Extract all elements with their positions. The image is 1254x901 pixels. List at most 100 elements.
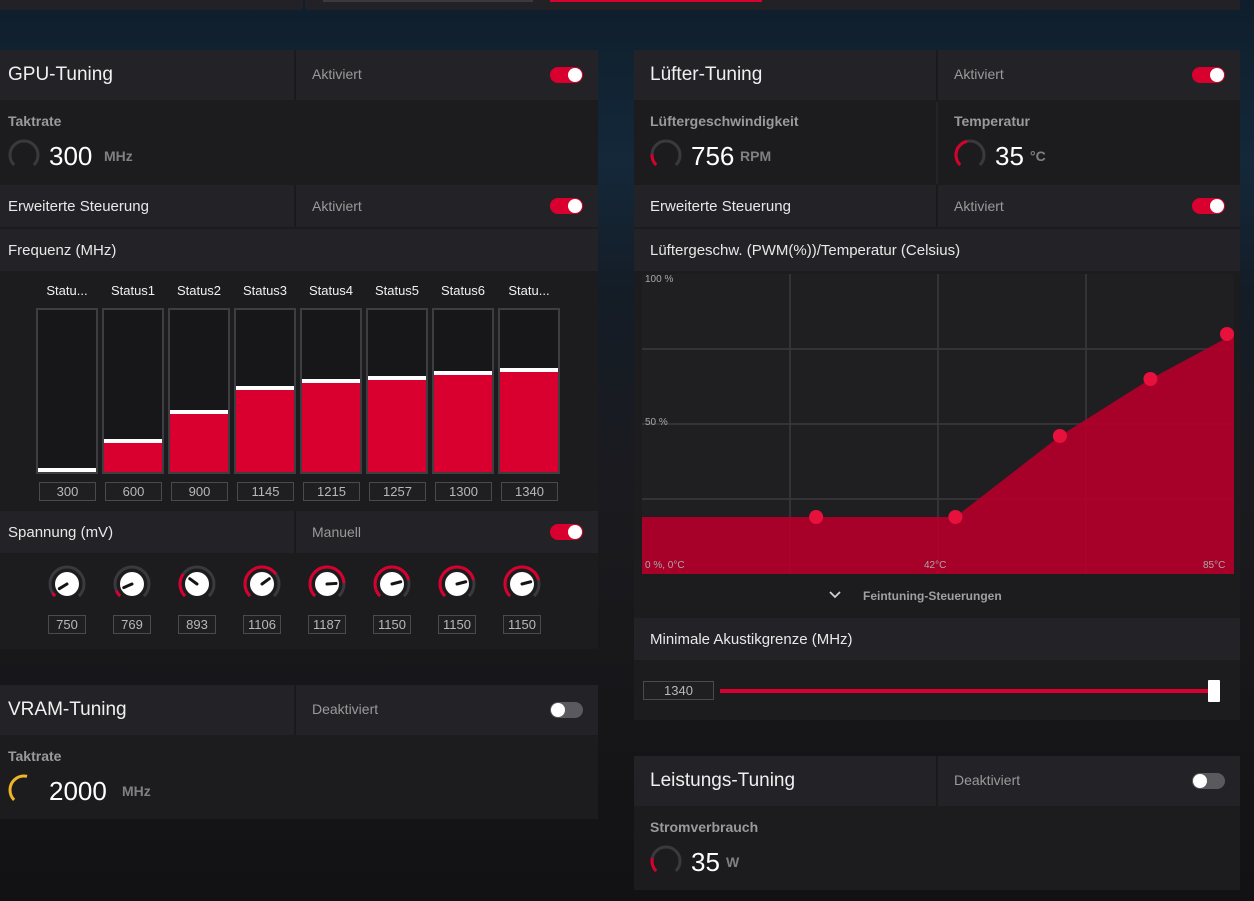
origin-label: 0 %, 0°C: [645, 560, 685, 571]
fan-speed-gauge-icon: [650, 139, 682, 171]
frequency-fill: [236, 387, 294, 472]
gpu-tuning-state: Aktiviert: [312, 66, 362, 82]
voltage-input[interactable]: 1187: [308, 615, 346, 634]
state-name: Statu...: [46, 283, 88, 298]
voltage-input[interactable]: 1150: [503, 615, 541, 634]
min-acoustic-slider[interactable]: [720, 680, 1220, 702]
frequency-handle[interactable]: [38, 468, 96, 472]
frequency-input[interactable]: 1145: [237, 482, 294, 501]
power-tuning-title: Leistungs-Tuning: [650, 770, 796, 791]
fan-curve-point[interactable]: [948, 510, 963, 524]
fan-curve-point[interactable]: [809, 510, 824, 524]
power-draw-unit: W: [726, 854, 740, 870]
gpu-tuning-toggle[interactable]: [550, 67, 583, 83]
fan-curve-label: Lüftergeschw. (PWM(%))/Temperatur (Celsi…: [650, 242, 961, 259]
frequency-input[interactable]: 900: [171, 482, 228, 501]
vram-clock-gauge-icon: [8, 774, 40, 806]
frequency-fill: [170, 412, 228, 472]
frequency-handle[interactable]: [104, 439, 162, 444]
voltage-input[interactable]: 769: [113, 615, 151, 634]
frequency-input[interactable]: 1340: [501, 482, 558, 501]
frequency-slider[interactable]: [300, 308, 362, 474]
row-divider: [294, 511, 296, 553]
voltage-input[interactable]: 1106: [243, 615, 281, 634]
gpu-clock-value: 300: [49, 141, 93, 171]
frequency-slider[interactable]: [36, 308, 98, 474]
frequency-slider[interactable]: [168, 308, 230, 474]
power-draw-value: 35: [691, 847, 720, 877]
frequency-handle[interactable]: [170, 410, 228, 415]
state-name: Status2: [176, 283, 222, 298]
gpu-voltage-toggle[interactable]: [550, 524, 583, 540]
row-divider: [936, 185, 938, 227]
min-acoustic-input[interactable]: 1340: [643, 681, 714, 700]
min-acoustic-row: Minimale Akustikgrenze (MHz): [634, 618, 1240, 660]
gpu-voltage-mode: Manuell: [312, 524, 362, 540]
power-tuning-toggle[interactable]: [1192, 773, 1225, 789]
frequency-fill: [104, 441, 162, 472]
frequency-slider[interactable]: [432, 308, 494, 474]
frequency-slider[interactable]: [234, 308, 296, 474]
fan-tuning-title: Lüfter-Tuning: [650, 64, 763, 85]
voltage-knob[interactable]: [437, 564, 477, 604]
fan-curve-svg[interactable]: [642, 274, 1234, 574]
frequency-handle[interactable]: [434, 371, 492, 376]
state-name: Status6: [440, 283, 486, 298]
state-name: Status4: [308, 283, 354, 298]
frequency-handle[interactable]: [500, 367, 558, 372]
state-name: Statu...: [508, 283, 550, 298]
gpu-advanced-toggle[interactable]: [550, 198, 583, 214]
voltage-knob[interactable]: [372, 564, 412, 604]
top-panel-right: [305, 0, 1240, 10]
frequency-input[interactable]: 300: [39, 482, 96, 501]
frequency-handle[interactable]: [368, 376, 426, 381]
gpu-advanced-control-row: Erweiterte Steuerung Aktiviert: [0, 185, 598, 227]
frequency-input[interactable]: 600: [105, 482, 162, 501]
y-axis-top-label: 100 %: [645, 274, 674, 285]
fan-curve-chart[interactable]: 100 % 50 % 0 %, 0°C 42°C 85°C: [642, 274, 1234, 574]
vram-clock-unit: MHz: [122, 783, 151, 799]
knob-level: [373, 565, 411, 603]
top-strip: [0, 0, 1254, 12]
gpu-advanced-state: Aktiviert: [312, 198, 362, 214]
power-tuning-panel: Leistungs-Tuning Deaktiviert Stromverbra…: [634, 756, 1240, 890]
gpu-voltage-row: Spannung (mV) Manuell: [0, 511, 598, 553]
fan-advanced-state: Aktiviert: [954, 198, 1004, 214]
frequency-handle[interactable]: [302, 379, 360, 384]
vram-tuning-title: VRAM-Tuning: [8, 699, 127, 720]
voltage-input[interactable]: 893: [178, 615, 216, 634]
voltage-input[interactable]: 750: [48, 615, 86, 634]
voltage-knob[interactable]: [177, 564, 217, 604]
fan-tuning-toggle[interactable]: [1192, 67, 1225, 83]
fan-curve-point[interactable]: [1220, 327, 1234, 341]
voltage-input[interactable]: 1150: [438, 615, 476, 634]
fine-tuning-toggle[interactable]: Feintuning-Steuerungen: [634, 576, 1240, 616]
frequency-slider[interactable]: [498, 308, 560, 474]
voltage-input[interactable]: 1150: [373, 615, 411, 634]
knob-level: [48, 565, 86, 603]
frequency-input[interactable]: 1257: [369, 482, 426, 501]
frequency-slider[interactable]: [366, 308, 428, 474]
voltage-knob[interactable]: [242, 564, 282, 604]
header-divider: [294, 50, 296, 100]
knob-pointer: [455, 580, 468, 586]
voltage-knob[interactable]: [307, 564, 347, 604]
frequency-input[interactable]: 1300: [435, 482, 492, 501]
voltage-knob[interactable]: [47, 564, 87, 604]
fan-curve-point[interactable]: [1052, 429, 1067, 443]
slider-handle[interactable]: [1208, 680, 1220, 702]
temperature-label: Temperatur: [954, 113, 1030, 129]
gpu-frequency-row: Frequenz (MHz): [0, 229, 598, 271]
vram-tuning-toggle[interactable]: [550, 702, 583, 718]
fan-speed-label: Lüftergeschwindigkeit: [650, 113, 799, 129]
frequency-slider[interactable]: [102, 308, 164, 474]
frequency-handle[interactable]: [236, 385, 294, 390]
row-divider: [294, 185, 296, 227]
fan-tuning-state: Aktiviert: [954, 66, 1004, 82]
fan-advanced-label: Erweiterte Steuerung: [650, 198, 791, 215]
voltage-knob[interactable]: [112, 564, 152, 604]
frequency-input[interactable]: 1215: [303, 482, 360, 501]
voltage-knob[interactable]: [502, 564, 542, 604]
fan-curve-point[interactable]: [1143, 372, 1158, 386]
fan-advanced-toggle[interactable]: [1192, 198, 1225, 214]
